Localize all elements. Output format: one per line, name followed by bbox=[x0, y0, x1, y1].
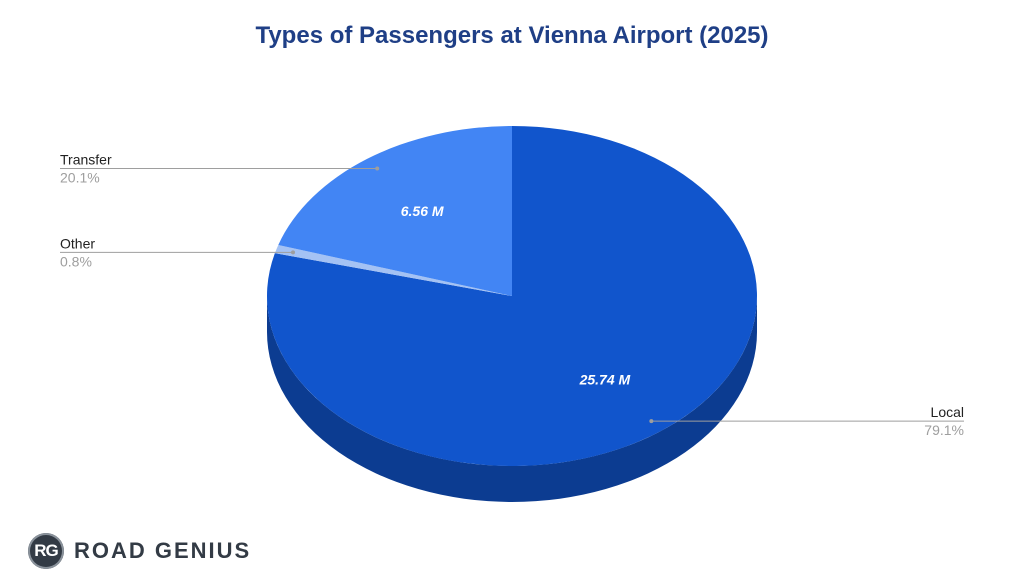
data-label-transfer: 6.56 M bbox=[401, 203, 444, 219]
pie-slice-other bbox=[274, 244, 512, 296]
logo-badge-icon: RG bbox=[28, 533, 64, 569]
pie-slice-transfer bbox=[278, 126, 512, 296]
category-label-transfer: Transfer bbox=[60, 152, 112, 168]
percent-label-transfer: 20.1% bbox=[60, 170, 100, 186]
category-label-local: Local bbox=[931, 404, 964, 420]
category-label-other: Other bbox=[60, 235, 95, 251]
road-genius-logo: RG ROAD GENIUS bbox=[28, 531, 251, 571]
data-label-local: 25.74 M bbox=[579, 371, 631, 387]
percent-label-local: 79.1% bbox=[924, 422, 964, 438]
logo-text: ROAD GENIUS bbox=[74, 538, 252, 563]
chart-title: Types of Passengers at Vienna Airport (2… bbox=[255, 22, 769, 49]
percent-label-other: 0.8% bbox=[60, 253, 92, 269]
pie-side-local bbox=[267, 296, 757, 502]
